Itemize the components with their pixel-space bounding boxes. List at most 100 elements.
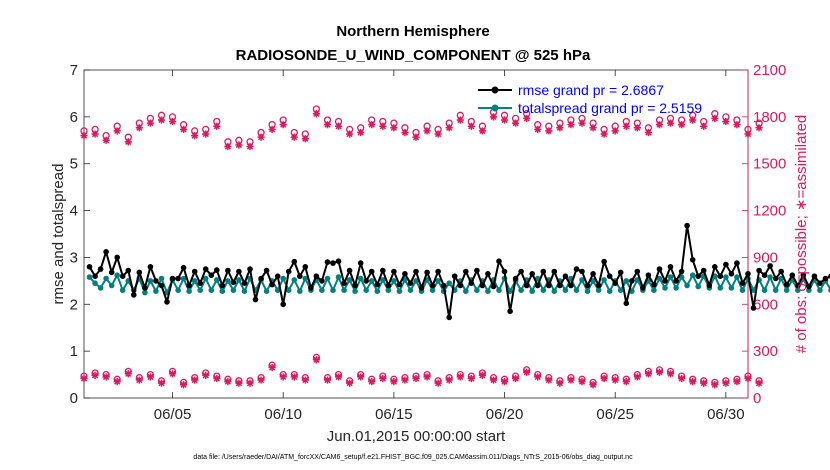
totalspread-point <box>761 287 768 294</box>
totalspread-point <box>601 277 607 283</box>
obs-assimilated-marker <box>334 122 343 130</box>
totalspread-point <box>202 275 209 282</box>
obs-assimilated-marker <box>135 124 143 132</box>
obs-assimilated-marker <box>733 121 741 129</box>
obs-assimilated-marker <box>124 138 132 146</box>
rmse-point <box>263 267 270 274</box>
rmse-point <box>197 280 203 287</box>
rmse-point <box>440 282 447 289</box>
totalspread-point <box>429 287 436 294</box>
totalspread-point <box>352 288 358 295</box>
y-axis-label-right: # of obs: o=possible; ∗=assimilated <box>793 115 810 354</box>
y-tick-label-right: 1200 <box>753 203 786 220</box>
rmse-point <box>86 264 93 270</box>
rmse-point <box>191 268 198 275</box>
rmse-point <box>202 266 209 272</box>
obs-assimilated-marker <box>567 121 575 129</box>
rmse-point <box>131 292 137 298</box>
totalspread-point <box>341 287 347 294</box>
rmse-point <box>706 282 713 289</box>
rmse-point <box>357 260 364 266</box>
totalspread-point <box>667 274 674 280</box>
obs-assimilated-marker <box>312 356 320 364</box>
obs-assimilated-marker <box>611 376 619 384</box>
rmse-point <box>335 258 342 265</box>
rmse-point <box>512 275 519 282</box>
totalspread-point <box>103 275 109 282</box>
rmse-point <box>147 264 154 270</box>
rmse-point <box>429 282 436 289</box>
totalspread-point <box>695 283 701 290</box>
rmse-point <box>363 278 370 284</box>
rmse-point <box>811 273 818 280</box>
rmse-point <box>158 282 165 289</box>
rmse-point <box>208 272 215 279</box>
obs-assimilated-marker <box>135 376 143 384</box>
totalspread-point <box>540 287 547 294</box>
totalspread-point <box>346 277 353 283</box>
x-tick-label: 06/30 <box>707 406 745 423</box>
obs-assimilated-marker <box>246 379 254 387</box>
y-tick-label-left: 7 <box>70 62 78 79</box>
obs-assimilated-marker <box>633 373 641 381</box>
rmse-point <box>169 275 176 282</box>
rmse-point <box>667 264 674 270</box>
totalspread-point <box>385 287 392 294</box>
rmse-point <box>601 258 607 265</box>
obs-assimilated-marker <box>711 114 719 123</box>
totalspread-point <box>302 275 309 282</box>
totalspread-point <box>97 285 104 291</box>
rmse-point <box>252 296 259 303</box>
totalspread-point <box>291 277 298 283</box>
plot-area <box>83 69 749 399</box>
obs-assimilated-marker <box>500 116 509 124</box>
x-tick-label: 06/15 <box>375 406 413 423</box>
obs-assimilated-marker <box>323 376 332 384</box>
totalspread-point <box>772 287 779 294</box>
rmse-point <box>457 282 464 289</box>
rmse-point <box>180 264 187 271</box>
y-tick-label-right: 1800 <box>753 109 786 126</box>
y-tick-label-right: 1500 <box>753 156 786 173</box>
obs-assimilated-marker <box>666 370 675 378</box>
rmse-series <box>86 222 830 321</box>
obs-assimilated-marker <box>423 373 431 381</box>
obs-assimilated-marker <box>478 371 486 379</box>
totalspread-point <box>236 277 242 283</box>
y-axis-label-left: rmse and totalspread <box>50 164 67 305</box>
totalspread-point <box>623 278 630 284</box>
totalspread-point <box>147 278 154 284</box>
obs-assimilated-marker <box>512 119 520 127</box>
rmse-point <box>573 266 580 272</box>
obs-assimilated-marker <box>445 124 453 132</box>
rmse-point <box>656 266 663 272</box>
rmse-point <box>125 267 132 274</box>
obs-assimilated-marker <box>157 116 166 124</box>
rmse-point <box>745 271 751 277</box>
rmse-point <box>551 268 558 275</box>
totalspread-point <box>662 285 668 291</box>
rmse-point <box>728 271 735 277</box>
obs-assimilated-marker <box>113 378 121 386</box>
legend: rmse grand pr = 2.6867 totalspread grand… <box>478 82 702 116</box>
obs-assimilated-marker <box>257 376 265 384</box>
obs-assimilated-marker <box>80 374 88 383</box>
y-tick-label-left: 5 <box>70 156 78 173</box>
chart-title-line-1: Northern Hemisphere <box>336 23 489 40</box>
obs-assimilated-marker <box>755 124 763 132</box>
obs-assimilated-marker <box>168 117 177 126</box>
totalspread-point <box>446 280 453 287</box>
obs-assimilated-marker <box>534 373 542 381</box>
totalspread-point <box>230 287 237 294</box>
rmse-point <box>402 271 408 277</box>
obs-assimilated-marker <box>257 133 265 141</box>
totalspread-point <box>407 287 414 294</box>
obs-assimilated-marker <box>368 378 376 386</box>
totalspread-point <box>92 280 98 287</box>
y-tick-label-right: 300 <box>753 343 778 360</box>
rmse-point <box>446 314 453 321</box>
obs-assimilated-marker <box>202 130 210 138</box>
totalspread-point <box>324 275 331 282</box>
totalspread-point <box>684 282 690 289</box>
